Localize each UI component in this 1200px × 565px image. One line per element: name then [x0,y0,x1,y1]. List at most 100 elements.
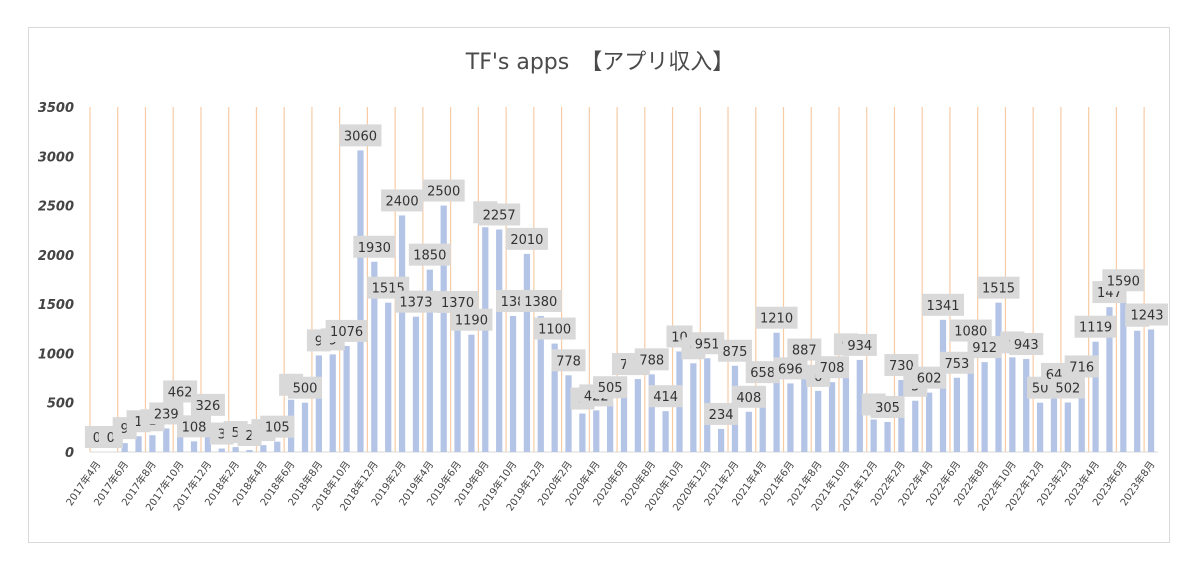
data-label-text: 326 [195,399,220,414]
data-label-text: 658 [750,366,775,381]
data-label-box [325,319,368,342]
bar [509,315,517,452]
data-label-text: 138 [501,295,526,310]
data-label-text: 7 [620,358,628,373]
data-label-text: 1210 [760,312,793,327]
data-label: 753 [939,351,974,374]
bar [565,375,572,452]
bar [523,253,531,452]
data-label-box [1126,303,1168,326]
data-label: 708 [815,356,850,379]
data-label-box [773,357,808,380]
bar [801,364,808,452]
data-label-box [339,124,382,147]
data-label-box [842,333,877,356]
data-label: 1076 [325,319,368,342]
data-label-text: 1119 [1079,321,1112,336]
data-label: 1515 [977,276,1020,299]
data-label-box [949,319,992,342]
data-label: 716 [1064,355,1099,378]
data-label-box [787,338,822,361]
bar [662,411,669,452]
bar [856,359,863,452]
data-label-text: 105 [265,421,290,436]
data-label-text: 108 [182,420,207,435]
bar [745,411,752,452]
data-label-box [717,339,752,362]
data-label-text: 1373 [399,296,432,311]
data-label-text: 934 [847,339,872,354]
data-label-box [551,349,586,372]
data-label: 2400 [381,189,424,212]
data-label: 502 [1050,376,1085,399]
data-label: 1590 [1102,269,1145,292]
data-label-box [422,179,465,202]
bar [385,302,392,452]
data-label-box [149,402,184,425]
data-label: 1080 [949,319,992,342]
data-label-text: 414 [653,390,678,405]
bar [260,445,267,452]
data-label-box [922,293,965,316]
data-label-box [1009,333,1044,356]
y-tick-label: 3000 [38,150,74,165]
data-label-text: 1590 [1107,274,1140,289]
bar [1064,402,1071,452]
data-label-text: 696 [778,362,803,377]
y-tick-label: 2500 [38,200,74,215]
data-label-box [519,289,562,312]
y-tick-label: 2000 [38,249,74,264]
data-label: 696 [773,357,808,380]
data-label-box [1074,315,1117,338]
data-label-text: 875 [723,345,748,360]
bar [315,355,322,452]
data-label: 875 [717,339,752,362]
bar [620,379,628,452]
bar [537,315,544,452]
bar [815,390,822,452]
data-label-box [870,395,905,418]
data-label-text: 505 [598,381,623,396]
bar [607,402,614,452]
y-tick-label: 0 [65,446,74,461]
bar [357,150,364,452]
data-label: 108 [177,415,212,438]
bar [884,421,891,452]
data-label: 2010 [505,227,548,250]
data-label: 1119 [1074,315,1117,338]
data-label: 1210 [755,306,798,329]
data-label-text: 462 [168,385,193,400]
data-label-box [912,366,947,389]
data-label: 1850 [408,243,451,266]
data-label-text: 912 [972,341,997,356]
bar [967,345,974,452]
data-label-box [967,336,1002,359]
data-label-text: 2400 [386,194,419,209]
bar [218,448,225,452]
data-label-text: 3 [218,428,226,443]
bar [634,379,641,452]
data-label-box [815,356,850,379]
data-label-box [177,415,212,438]
bar [912,400,919,452]
bar [842,359,850,452]
data-label-box [394,290,437,313]
bar [398,215,406,452]
data-label-text: 1515 [982,282,1015,297]
bar [926,392,933,452]
bar [1023,359,1030,452]
data-label: 1373 [394,290,437,313]
bar [1147,329,1155,452]
data-label: 239 [149,402,184,425]
data-label-box [704,402,739,425]
bar [1092,341,1099,452]
data-label-text: 943 [1014,338,1039,353]
data-label-text: 730 [889,359,914,374]
y-tick-label: 1500 [38,298,74,313]
bar [1106,307,1113,452]
bar [440,205,447,452]
data-label: 912 [967,336,1002,359]
bar [1120,295,1127,452]
data-label-box [381,189,424,212]
bar [995,302,1002,452]
